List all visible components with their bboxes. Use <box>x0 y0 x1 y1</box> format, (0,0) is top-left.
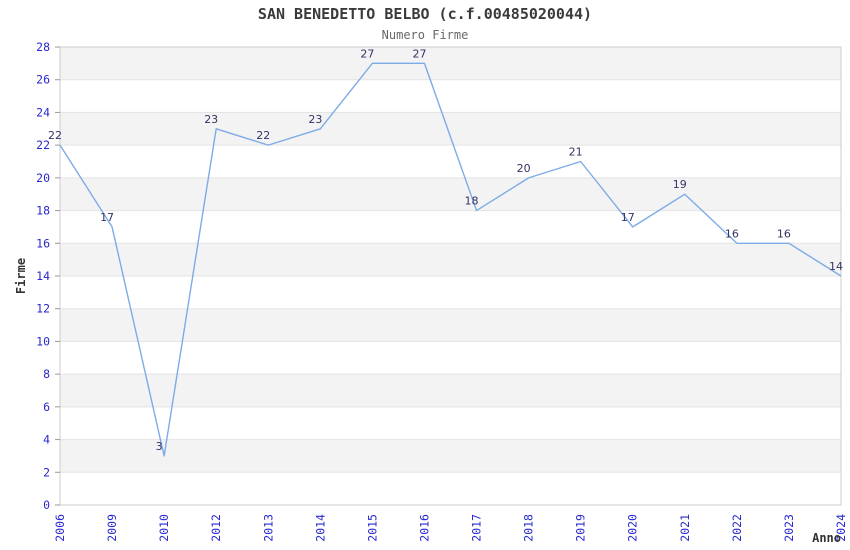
y-tick-label: 12 <box>36 302 50 316</box>
y-tick-label: 20 <box>36 171 50 185</box>
data-point-label: 16 <box>777 227 791 240</box>
x-tick-label: 2014 <box>313 514 327 542</box>
data-point-label: 27 <box>412 47 426 60</box>
y-tick-label: 0 <box>43 498 50 512</box>
data-point-label: 3 <box>156 440 163 453</box>
x-tick-label: 2019 <box>574 514 588 542</box>
x-tick-label: 2015 <box>365 514 379 542</box>
y-tick-label: 16 <box>36 236 50 250</box>
data-point-label: 22 <box>48 129 62 142</box>
data-point-label: 21 <box>569 146 583 159</box>
y-tick-label: 26 <box>36 73 50 87</box>
data-point-label: 23 <box>308 113 322 126</box>
x-tick-label: 2013 <box>261 514 275 542</box>
x-tick-label: 2022 <box>730 514 744 542</box>
x-tick-label: 2020 <box>626 514 640 542</box>
y-tick-label: 6 <box>43 400 50 414</box>
data-line <box>59 62 842 457</box>
data-point-label: 19 <box>673 178 687 191</box>
y-tick-label: 4 <box>43 433 50 447</box>
plot-band <box>60 112 841 146</box>
y-tick-label: 22 <box>36 138 50 152</box>
plot-band <box>60 308 841 342</box>
x-tick-label: 2017 <box>470 514 484 542</box>
x-axis-title: Anno <box>812 531 841 545</box>
data-point-label: 17 <box>621 211 635 224</box>
data-point-label: 22 <box>256 129 270 142</box>
plot-band <box>60 243 841 276</box>
y-tick-label: 10 <box>36 334 50 348</box>
data-point-label: 16 <box>725 227 739 240</box>
data-point-label: 18 <box>465 195 479 208</box>
x-tick-label: 2018 <box>522 514 536 542</box>
data-point-label: 14 <box>829 260 843 273</box>
y-tick-label: 8 <box>43 367 50 381</box>
y-tick-label: 28 <box>36 40 50 54</box>
y-tick-label: 14 <box>36 269 50 283</box>
plot-band <box>60 47 841 80</box>
x-tick-label: 2012 <box>209 514 223 542</box>
chart-subtitle: Numero Firme <box>381 28 469 42</box>
y-axis-title: Firme <box>14 258 28 294</box>
y-tick-label: 2 <box>43 465 50 479</box>
data-point-label: 17 <box>100 211 114 224</box>
plot-band <box>60 177 841 211</box>
y-tick-label: 18 <box>36 204 50 218</box>
data-point-label: 23 <box>204 113 218 126</box>
x-tick-label: 2006 <box>53 514 67 542</box>
x-tick-label: 2009 <box>105 514 119 542</box>
x-tick-label: 2016 <box>417 514 431 542</box>
x-tick-label: 2021 <box>678 514 692 542</box>
plot-band <box>60 374 841 407</box>
x-tick-label: 2010 <box>157 514 171 542</box>
chart-title: SAN BENEDETTO BELBO (c.f.00485020044) <box>257 5 593 23</box>
x-tick-label: 2024 <box>834 514 848 542</box>
y-tick-label: 24 <box>36 105 50 119</box>
data-point-label: 27 <box>360 47 374 60</box>
plot-band <box>60 439 841 473</box>
x-tick-label: 2023 <box>782 514 796 542</box>
data-point-label: 20 <box>517 162 531 175</box>
